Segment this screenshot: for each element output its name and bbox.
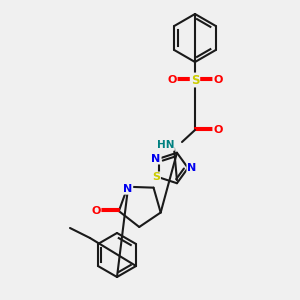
Text: N: N xyxy=(123,184,132,194)
Text: N: N xyxy=(188,163,196,173)
Text: O: O xyxy=(91,206,101,216)
Text: S: S xyxy=(152,172,160,182)
Text: S: S xyxy=(191,74,199,86)
Text: O: O xyxy=(167,75,177,85)
Text: HN: HN xyxy=(157,140,174,150)
Text: O: O xyxy=(213,75,223,85)
Text: O: O xyxy=(213,125,223,135)
Text: N: N xyxy=(152,154,161,164)
